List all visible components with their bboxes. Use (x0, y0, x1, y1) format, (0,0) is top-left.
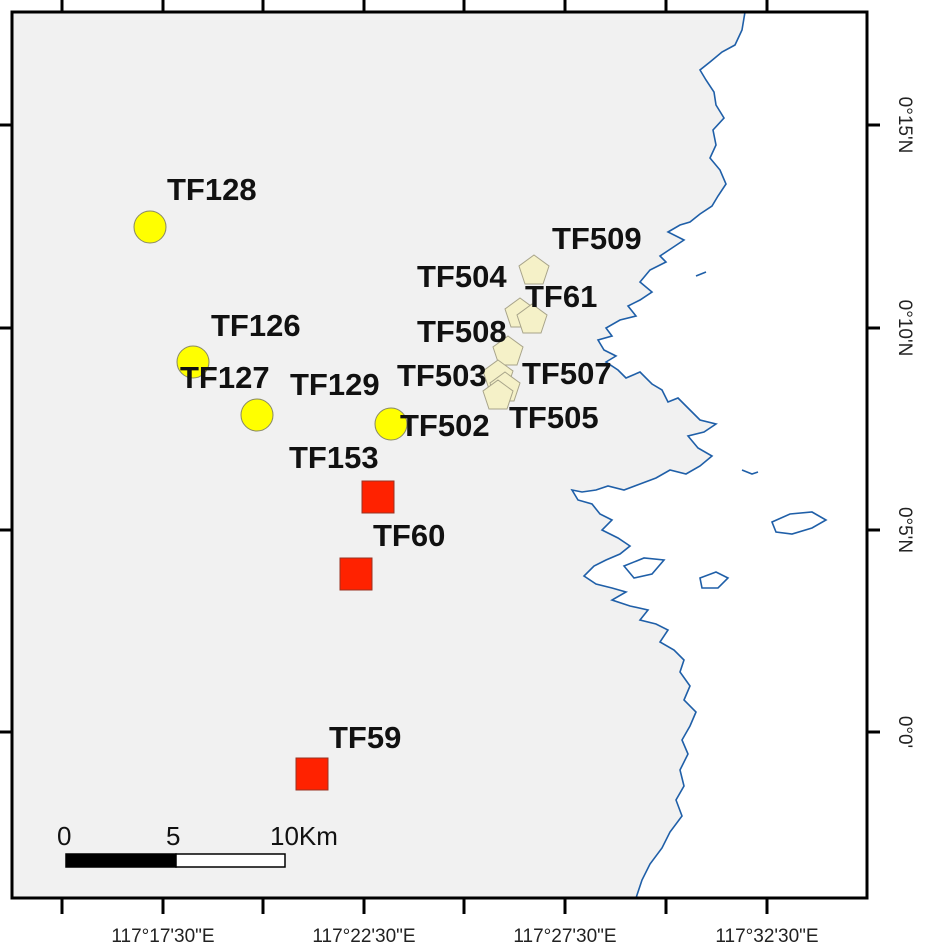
longitude-label: 117°27'30"E (513, 926, 616, 947)
site-label-tf61: TF61 (525, 279, 597, 314)
latitude-label: 0°10'N (894, 300, 915, 357)
latitude-label: 0°15'N (894, 97, 915, 154)
site-marker-tf127[interactable] (240, 398, 274, 432)
longitude-label: 117°17'30"E (111, 926, 214, 947)
longitude-tick-marks (60, 0, 769, 914)
site-marker-tf153[interactable] (361, 480, 395, 514)
latitude-label: 0°5'N (894, 507, 915, 553)
site-markers (133, 210, 550, 791)
site-label-tf60: TF60 (373, 518, 445, 553)
scale-bar-label: 5 (166, 821, 180, 851)
site-marker-tf60[interactable] (339, 557, 373, 591)
site-marker-tf128[interactable] (133, 210, 167, 244)
site-label-tf128: TF128 (167, 172, 257, 207)
site-label-tf503: TF503 (397, 358, 487, 393)
site-marker-tf126[interactable] (176, 345, 210, 379)
site-label-tf59: TF59 (329, 720, 401, 755)
scale-bar-white-segment (175, 853, 286, 868)
site-label-tf507: TF507 (522, 356, 612, 391)
latitude-label: 0°0' (894, 716, 915, 748)
site-label-tf508: TF508 (417, 314, 507, 349)
scale-bar-label: 0 (57, 821, 71, 851)
map-frame (10, 10, 869, 900)
site-label-tf127: TF127 (180, 360, 270, 395)
coastline (570, 11, 868, 899)
scale-bar: 0 5 10Km (57, 821, 338, 868)
site-marker-tf505[interactable] (482, 379, 514, 410)
site-labels: TF128 TF126 TF127 TF129 TF502 TF509 TF50… (167, 172, 642, 755)
site-label-tf504: TF504 (417, 259, 507, 294)
scale-bar-black-segment (65, 853, 177, 868)
site-marker-tf61[interactable] (516, 303, 548, 334)
site-label-tf126: TF126 (211, 308, 301, 343)
site-label-tf505: TF505 (509, 400, 599, 435)
site-marker-tf59[interactable] (295, 757, 329, 791)
scale-bar-label: 10Km (270, 821, 338, 851)
latitude-tick-marks (0, 123, 880, 734)
longitude-label: 117°22'30"E (312, 926, 415, 947)
site-marker-tf508[interactable] (492, 335, 524, 366)
site-marker-tf509[interactable] (518, 254, 550, 285)
site-label-tf502: TF502 (400, 408, 490, 443)
site-label-tf129: TF129 (290, 367, 380, 402)
site-label-tf153: TF153 (289, 440, 379, 475)
site-label-tf509: TF509 (552, 221, 642, 256)
longitude-label: 117°32'30"E (715, 926, 818, 947)
site-marker-tf129[interactable] (374, 407, 408, 441)
